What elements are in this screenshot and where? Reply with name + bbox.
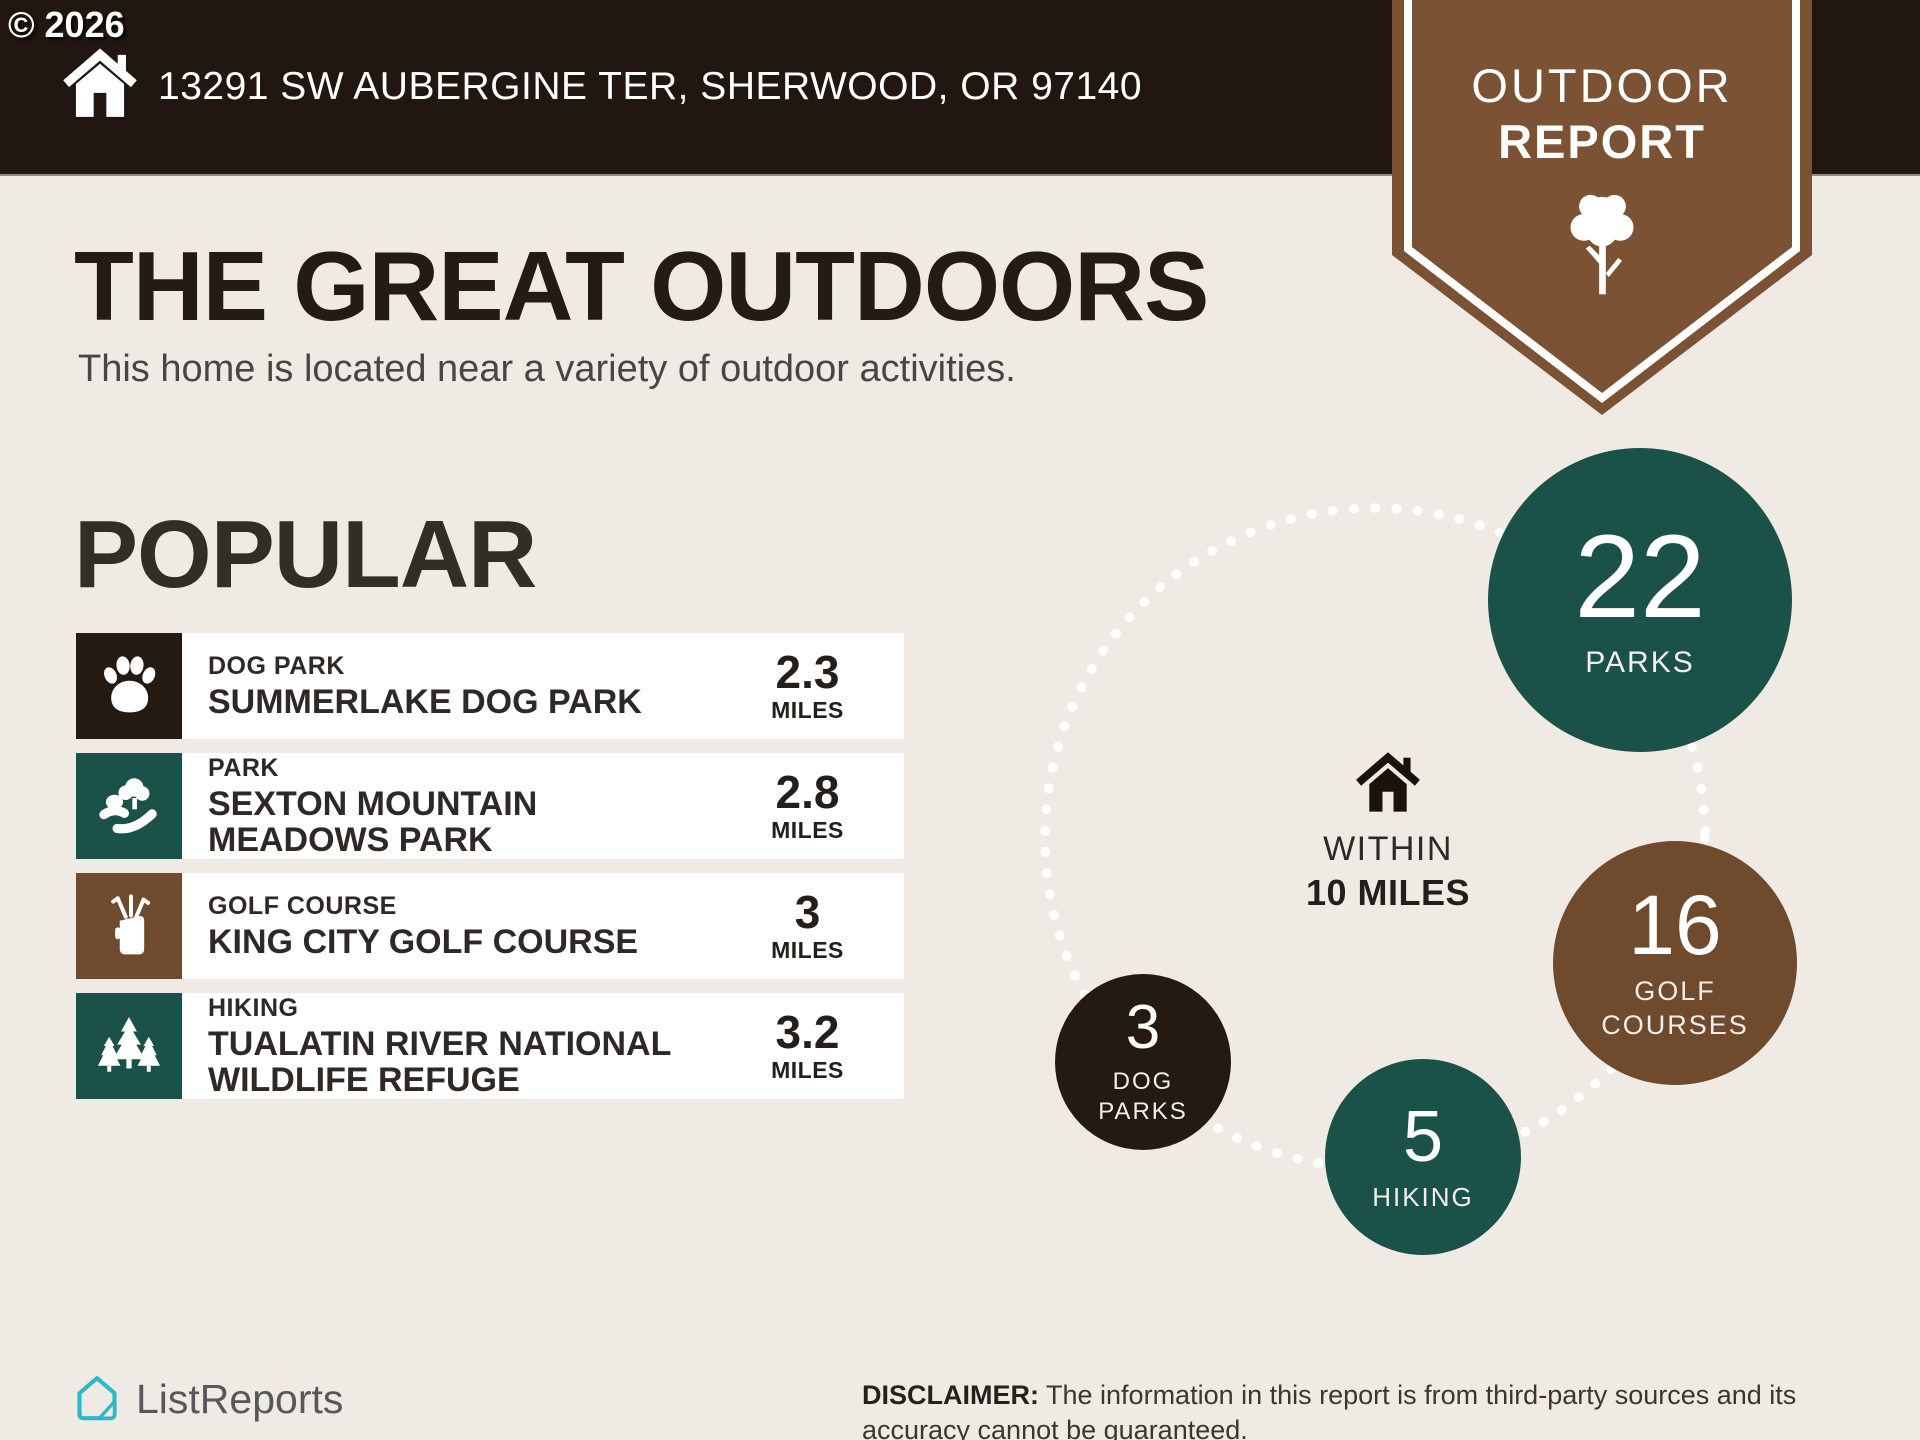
list-item: PARK SEXTON MOUNTAIN MEADOWS PARK 2.8 MI… [76, 753, 904, 859]
item-distance-unit: MILES [771, 816, 844, 843]
list-item: DOG PARK SUMMERLAKE DOG PARK 2.3 MILES [76, 633, 904, 739]
park-icon [76, 753, 182, 859]
brand-name: ListReports [136, 1375, 344, 1422]
popular-list: DOG PARK SUMMERLAKE DOG PARK 2.3 MILES [76, 633, 904, 1113]
item-distance-unit: MILES [771, 1056, 844, 1083]
item-distance: 2.3 [775, 645, 840, 698]
list-item: GOLF COURSE KING CITY GOLF COURSE 3 MILE… [76, 873, 904, 979]
property-address: 13291 SW AUBERGINE TER, SHERWOOD, OR 971… [158, 65, 1143, 108]
hiking-stat-circle: 5 HIKING [1325, 1059, 1521, 1255]
pine-trees-icon [76, 993, 182, 1099]
home-icon [62, 34, 138, 134]
dog-parks-stat-circle: 3 DOG PARKS [1055, 974, 1231, 1150]
item-name: SUMMERLAKE DOG PARK [208, 682, 642, 721]
item-category: HIKING [208, 993, 299, 1022]
item-distance: 3 [794, 885, 821, 938]
within-miles-text: 10 MILES [1305, 872, 1471, 913]
item-name: KING CITY GOLF COURSE [208, 922, 639, 961]
parks-label: PARKS [1585, 646, 1695, 680]
item-name: TUALATIN RIVER NATIONAL WILDLIFE REFUGE [208, 1024, 671, 1099]
outdoor-report-badge: OUTDOOR REPORT [1392, 0, 1812, 418]
item-category: PARK [208, 753, 279, 782]
listreports-brand: ListReports [72, 1374, 343, 1424]
tree-icon [1559, 188, 1645, 328]
badge-title-line2: REPORT [1498, 115, 1706, 168]
house-icon [1352, 750, 1424, 816]
item-distance-unit: MILES [771, 936, 844, 963]
golf-bag-icon [76, 873, 182, 979]
paw-icon [76, 633, 182, 739]
copyright-watermark: © 2026 [8, 4, 125, 45]
item-name: SEXTON MOUNTAIN MEADOWS PARK [208, 784, 538, 859]
item-category: GOLF COURSE [208, 891, 397, 920]
hiking-label: HIKING [1372, 1181, 1474, 1212]
item-distance-unit: MILES [771, 696, 844, 723]
parks-count: 22 [1574, 511, 1706, 644]
dog-parks-count: 3 [1125, 993, 1161, 1062]
item-distance: 3.2 [775, 1005, 840, 1058]
golf-courses-label: GOLF COURSES [1601, 976, 1749, 1040]
listreports-logo-icon [72, 1374, 122, 1424]
dog-parks-label: DOG PARKS [1098, 1068, 1188, 1125]
golf-courses-count: 16 [1628, 878, 1722, 973]
within-radius-label: WITHIN 10 MILES [1268, 750, 1508, 914]
list-item: HIKING TUALATIN RIVER NATIONAL WILDLIFE … [76, 993, 904, 1099]
popular-heading: POPULAR [74, 501, 537, 608]
disclaimer-label: DISCLAIMER: [862, 1380, 1039, 1410]
hiking-count: 5 [1402, 1096, 1444, 1177]
disclaimer-body: The information in this report is from t… [862, 1380, 1797, 1440]
golf-courses-stat-circle: 16 GOLF COURSES [1553, 841, 1797, 1085]
badge-title-line1: OUTDOOR [1471, 59, 1733, 112]
item-category: DOG PARK [208, 651, 345, 680]
disclaimer-text: DISCLAIMER: The information in this repo… [862, 1378, 1882, 1440]
page-title: THE GREAT OUTDOORS [74, 231, 1209, 341]
within-text: WITHIN [1323, 830, 1453, 868]
parks-stat-circle: 22 PARKS [1488, 448, 1792, 752]
page-subtitle: This home is located near a variety of o… [78, 348, 1016, 390]
item-distance: 2.8 [775, 765, 840, 818]
